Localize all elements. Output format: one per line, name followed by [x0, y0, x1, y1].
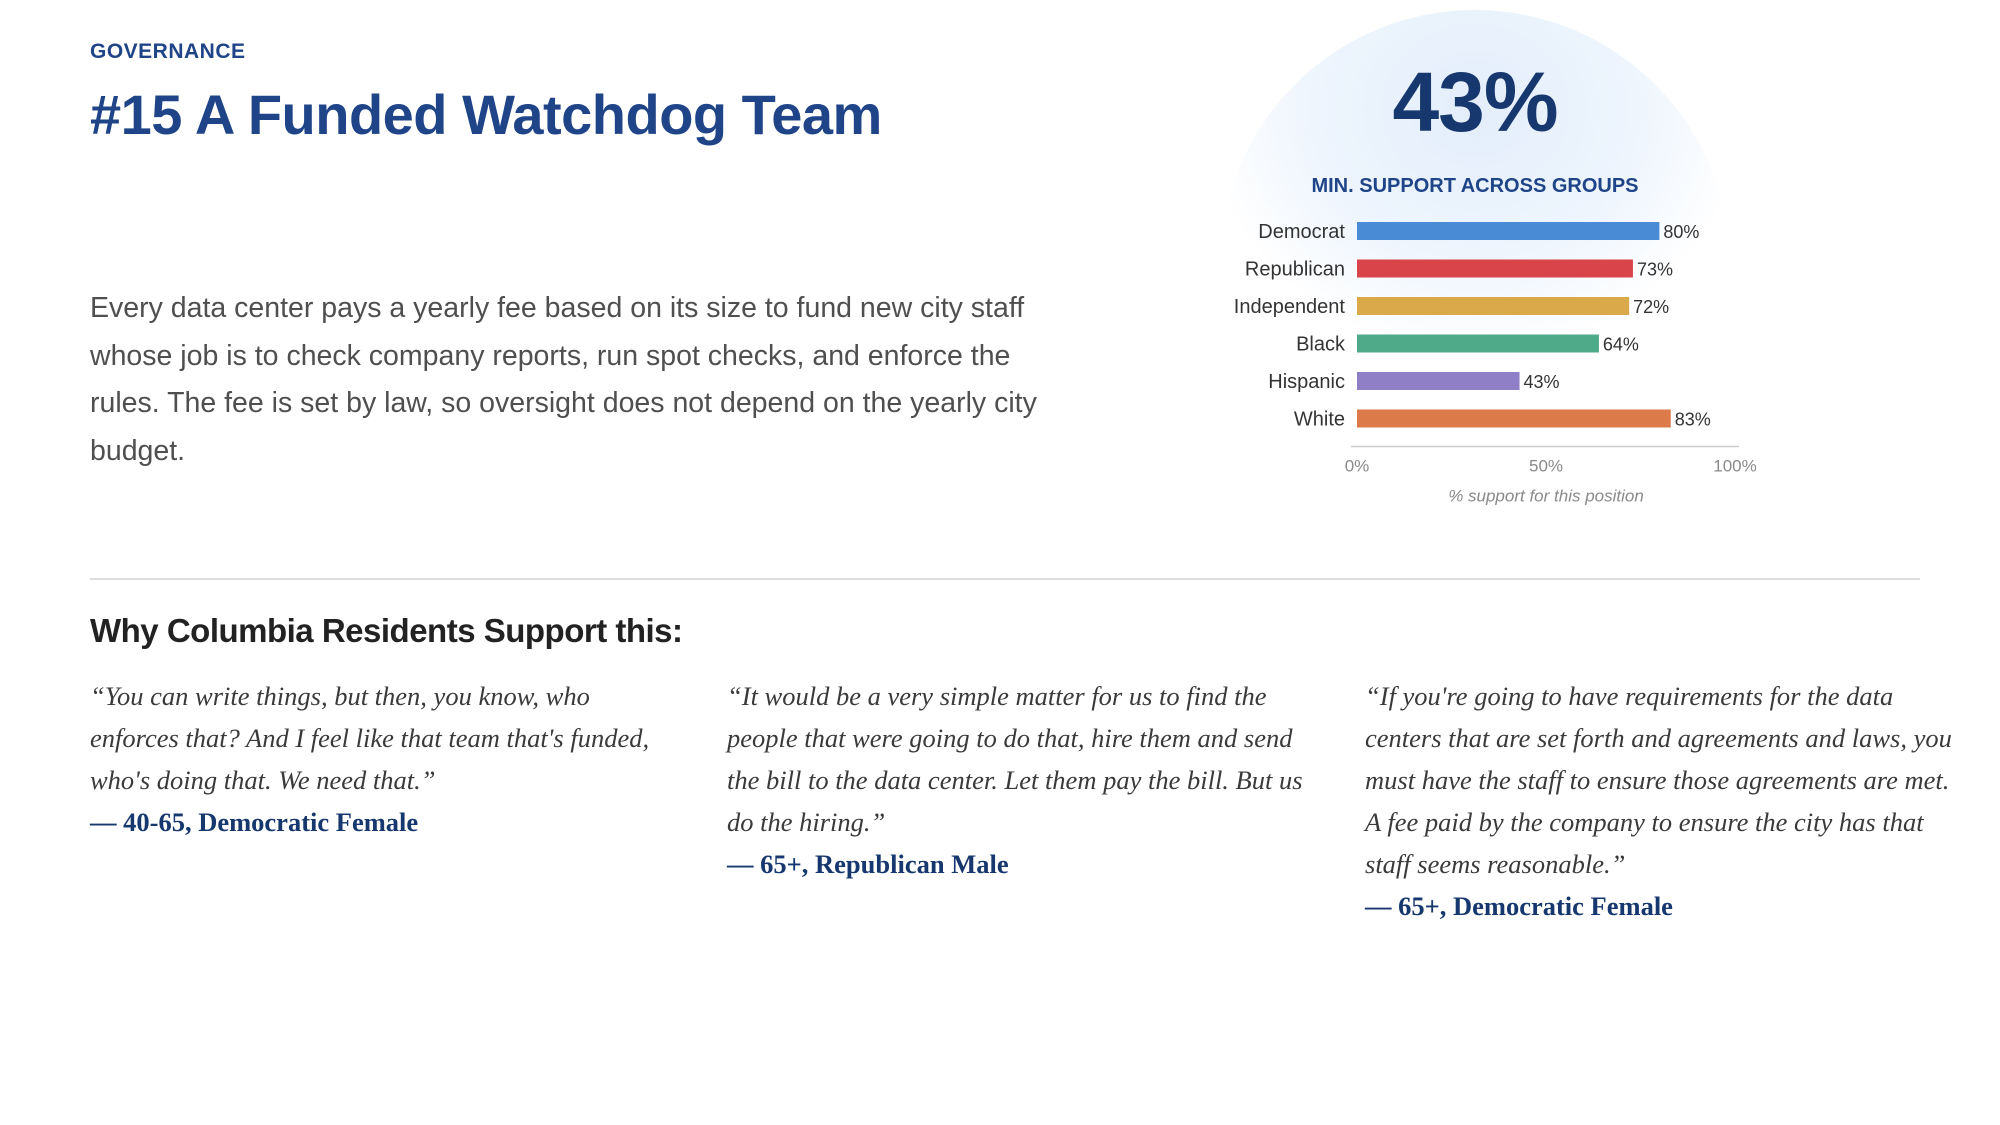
bar-value-label: 43%	[1524, 372, 1560, 392]
x-tick-label: 50%	[1529, 457, 1563, 476]
quote-text: “It would be a very simple matter for us…	[727, 681, 1303, 837]
quote-attribution: — 40-65, Democratic Female	[90, 807, 419, 837]
min-support-value: 43%	[1392, 55, 1558, 149]
support-bar-chart: Democrat 80% Republican 73% Independent 72% Bl…	[1234, 221, 1757, 506]
quote-attribution: — 65+, Democratic Female	[1365, 891, 1673, 921]
why-support-heading: Why Columbia Residents Support this:	[90, 612, 683, 649]
bar	[1357, 334, 1599, 353]
resident-quote: “You can write things, but then, you kno…	[90, 675, 680, 843]
bar-value-label: 64%	[1603, 335, 1639, 355]
support-chart-panel: 43% MIN. SUPPORT ACROSS GROUPS Democrat 8…	[1210, 10, 1810, 520]
page-title: #15 A Funded Watchdog Team	[90, 83, 882, 146]
quote-text: “You can write things, but then, you kno…	[90, 681, 650, 795]
position-description: Every data center pays a yearly fee base…	[90, 292, 1037, 467]
bar	[1357, 297, 1630, 315]
x-tick-label: 100%	[1713, 457, 1756, 476]
category-label: GOVERNANCE	[90, 40, 246, 63]
bar-category-label: Independent	[1234, 296, 1346, 318]
bar-category-label: Republican	[1245, 259, 1345, 281]
bar	[1357, 222, 1660, 240]
bar	[1357, 372, 1520, 390]
resident-quote: “It would be a very simple matter for us…	[727, 675, 1317, 885]
bar	[1357, 409, 1671, 428]
bar-category-label: Democrat	[1258, 221, 1345, 243]
min-support-label: MIN. SUPPORT ACROSS GROUPS	[1311, 175, 1639, 197]
bar-value-label: 73%	[1637, 260, 1673, 280]
x-axis-label: % support for this position	[1448, 487, 1644, 506]
bar-value-label: 72%	[1633, 297, 1669, 317]
bar-category-label: Black	[1296, 334, 1346, 356]
section-divider	[90, 578, 1920, 580]
resident-quote: “If you're going to have requirements fo…	[1365, 675, 1955, 927]
bar-category-label: Hispanic	[1268, 371, 1345, 393]
bar-category-label: White	[1294, 409, 1345, 431]
quote-attribution: — 65+, Republican Male	[727, 849, 1009, 879]
bar-value-label: 80%	[1663, 222, 1699, 242]
bar-value-label: 83%	[1675, 410, 1711, 430]
quote-text: “If you're going to have requirements fo…	[1365, 681, 1952, 879]
x-tick-label: 0%	[1345, 457, 1370, 476]
bar	[1357, 259, 1633, 278]
